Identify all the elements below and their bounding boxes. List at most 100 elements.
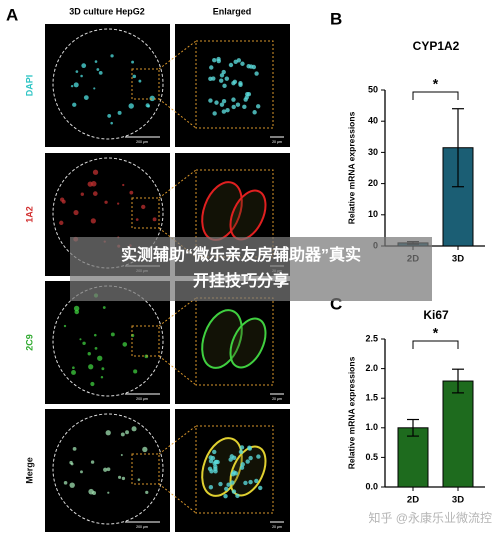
cell-spot [75,70,79,73]
cell-spot [105,430,111,436]
row-label: DAPI [24,75,34,97]
cell-spot [120,432,125,437]
banner-text: 开挂技巧分享 [193,271,289,290]
cell-spot [69,482,75,488]
enlarged-frame [195,297,274,386]
bar [442,380,474,488]
nucleus [254,478,259,484]
significance-label: * [433,76,439,92]
cell-spot [92,169,99,175]
nucleus [209,469,214,474]
y-tick-label: 40 [368,116,378,126]
cell-spot [88,488,94,495]
cell-spot [125,430,129,435]
y-axis-label: Relative mRNA expressions [346,356,356,469]
y-tick-label: 2.5 [365,333,378,343]
nucleus [240,61,245,66]
cell-spot [133,369,138,374]
organoid [229,317,267,369]
significance-label: * [433,325,439,341]
nucleus [239,465,245,470]
well-outline [52,285,164,397]
cell-spot [63,324,67,328]
y-tick-label: 20 [368,178,378,188]
zoom-box [131,453,160,485]
cell-spot [129,190,134,195]
nucleus [238,82,243,87]
nucleus [211,76,216,81]
cell-spot [63,481,68,485]
nucleus [242,104,247,110]
chart-title: Ki67 [423,308,449,322]
row-label: 2C9 [24,334,34,351]
banner [70,237,432,301]
y-tick-label: 10 [368,209,378,219]
scale-bar-label: 200 μm [136,397,148,401]
micrograph [45,281,170,404]
nucleus [218,481,223,487]
y-tick-label: 1.0 [365,422,378,432]
nucleus [218,78,224,83]
cell-spot [90,218,96,224]
organoid [201,309,243,369]
zoom-box [131,68,160,100]
enlarged-frame [195,169,274,258]
y-axis-label: Relative mRNA expressions [346,111,356,224]
nucleus [232,79,238,85]
nucleus [252,110,257,115]
y-tick-label: 0.5 [365,452,378,462]
zoom-box [131,325,160,357]
cell-spot [141,204,146,210]
cell-spot [98,71,103,75]
y-tick-label: 1.5 [365,393,378,403]
cell-spot [82,341,86,346]
nucleus [247,446,253,451]
enlarged-frame [195,425,274,514]
nucleus [255,104,261,109]
row-label: Merge [24,457,34,484]
nucleus [216,56,221,62]
nucleus [222,83,227,89]
panel-label: B [330,9,342,28]
cell-spot [73,305,80,312]
nucleus [248,455,253,461]
y-tick-label: 0.0 [365,481,378,491]
nucleus [224,76,230,81]
cell-spot [92,191,98,196]
cell-spot [110,54,114,58]
column-header: Enlarged [213,6,252,16]
nucleus [213,466,218,472]
cell-spot [107,114,112,118]
nucleus [231,97,236,102]
nucleus [240,462,245,467]
nucleus [243,480,248,486]
cell-spot [72,102,77,107]
banner-text: 实测辅助“微乐亲友房辅助器”真实 [121,245,361,264]
nucleus [235,102,241,107]
cell-spot [120,454,123,457]
cell-spot [70,462,74,466]
nucleus [238,449,244,455]
cell-spot [73,82,79,88]
cell-spot [152,217,157,222]
nucleus [231,489,237,494]
y-tick-label: 2.0 [365,363,378,373]
cell-spot [118,475,122,479]
nucleus [224,486,229,492]
nucleus [208,485,214,490]
scale-bar-label: 20 μm [272,525,282,529]
bar [397,427,429,488]
nucleus [221,109,227,114]
cell-spot [122,342,128,347]
nucleus [256,454,261,459]
cell-spot [79,338,82,341]
nucleus [219,73,225,78]
cell-spot [102,306,106,309]
nucleus [226,482,231,487]
cell-spot [80,74,83,78]
nucleus [212,449,217,455]
cell-spot [117,202,120,205]
cell-spot [128,103,134,109]
cell-spot [97,355,103,361]
